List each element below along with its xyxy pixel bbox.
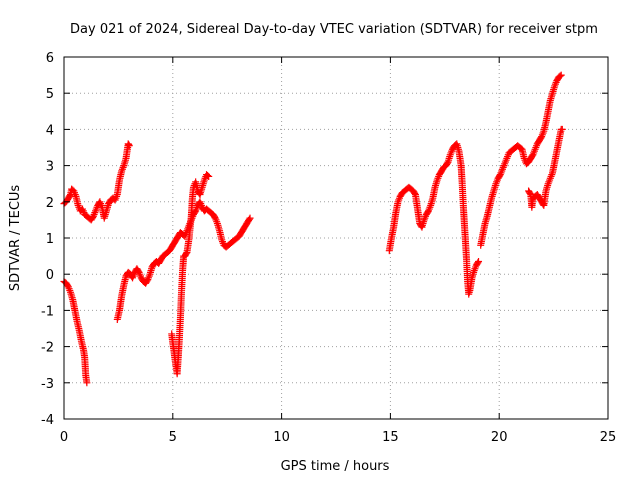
y-tick-label: 0	[46, 268, 54, 283]
data-point	[211, 213, 219, 221]
chart-title: Day 021 of 2024, Sidereal Day-to-day VTE…	[70, 22, 598, 37]
data-point	[191, 208, 199, 216]
data-point	[411, 189, 419, 197]
x-tick-label: 20	[491, 430, 508, 445]
data-point	[537, 134, 545, 142]
data-point	[528, 152, 536, 160]
data-point	[443, 159, 451, 167]
data-point	[83, 379, 91, 387]
y-tick-label: -3	[41, 377, 54, 392]
data-points	[60, 71, 566, 387]
y-tick-label: -4	[41, 413, 54, 428]
y-tick-label: -1	[41, 304, 54, 319]
x-axis-label: GPS time / hours	[281, 459, 390, 474]
x-tick-label: 15	[382, 430, 399, 445]
data-point	[558, 125, 566, 133]
data-point	[475, 258, 483, 266]
x-tick-label: 5	[169, 430, 177, 445]
y-tick-label: -2	[41, 341, 54, 356]
x-tick-label: 25	[600, 430, 617, 445]
data-point	[134, 267, 142, 275]
data-point	[66, 192, 74, 200]
data-point	[204, 172, 212, 180]
data-point	[474, 259, 482, 267]
y-tick-label: 4	[46, 123, 54, 138]
x-tick-label: 0	[60, 430, 68, 445]
data-point	[182, 250, 190, 258]
data-point	[125, 142, 133, 150]
data-point	[526, 189, 534, 197]
axis-ticks: 0 5 10 15 20 25 -4 -3 -2 -1 0 1 2 3 4 5 6	[41, 51, 616, 445]
y-tick-label: 6	[46, 51, 54, 66]
y-tick-label: 3	[46, 160, 54, 175]
x-tick-label: 10	[273, 430, 290, 445]
data-point	[246, 214, 254, 222]
data-point	[496, 172, 504, 180]
data-point	[89, 213, 97, 221]
data-point	[556, 72, 564, 80]
y-tick-label: 5	[46, 87, 54, 102]
data-point	[143, 277, 151, 285]
data-point	[245, 215, 253, 223]
y-tick-label: 1	[46, 232, 54, 247]
y-axis-label: SDTVAR / TECUs	[8, 185, 23, 292]
data-point	[64, 282, 72, 290]
data-point	[557, 71, 565, 79]
data-point	[424, 208, 432, 216]
data-point	[205, 172, 213, 180]
grid	[64, 57, 608, 419]
y-tick-label: 2	[46, 196, 54, 211]
